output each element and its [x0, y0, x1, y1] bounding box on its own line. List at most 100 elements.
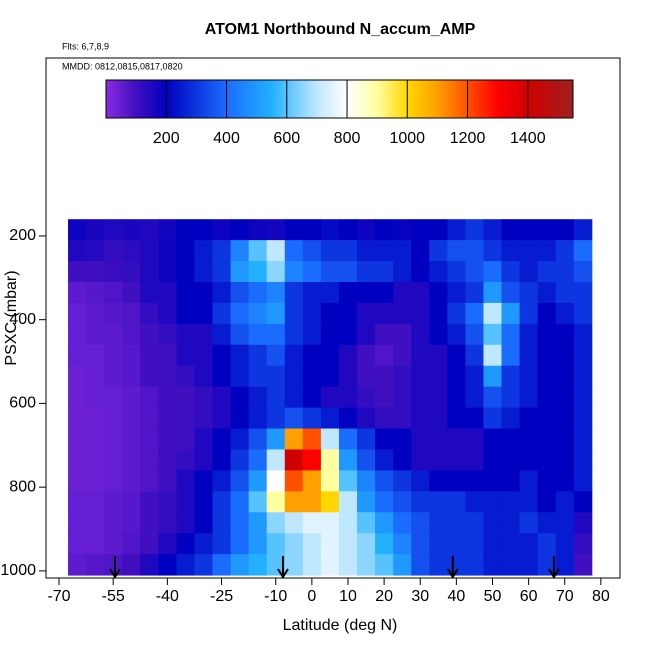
heat-cell: [411, 512, 430, 534]
heat-cell: [176, 533, 195, 555]
heat-cell: [248, 281, 268, 304]
heat-cell: [212, 323, 232, 346]
heat-cell: [176, 554, 195, 576]
heat-cell: [248, 365, 268, 388]
heat-cell: [68, 365, 87, 388]
heat-cell: [483, 554, 503, 576]
heat-cell: [284, 491, 304, 513]
heat-cell: [447, 344, 466, 367]
heat-cell: [501, 323, 521, 346]
heat-cell: [284, 344, 304, 367]
heat-cell: [122, 449, 141, 471]
heat-cell: [411, 344, 430, 367]
heat-cell: [429, 470, 448, 492]
heat-cell: [158, 449, 177, 471]
heat-cell: [393, 240, 412, 262]
heat-cell: [158, 428, 177, 450]
heat-cell: [284, 533, 304, 555]
heat-cell: [122, 261, 141, 283]
heat-cell: [429, 261, 448, 283]
heat-cell: [284, 428, 304, 450]
heat-cell: [248, 261, 268, 283]
x-tick-label: -55: [102, 588, 125, 605]
heat-cell: [212, 470, 232, 492]
heat-cell: [122, 554, 141, 576]
heat-cell: [411, 449, 430, 471]
heat-cell: [429, 449, 448, 471]
heat-cell: [573, 407, 593, 430]
heat-cell: [393, 554, 412, 576]
heat-cell: [555, 240, 575, 262]
heat-cell: [68, 281, 87, 304]
heat-cell: [465, 512, 484, 534]
heat-cell: [555, 344, 575, 367]
heat-cell: [320, 240, 340, 262]
heat-cell: [266, 240, 286, 262]
heat-cell: [176, 386, 195, 409]
heat-cell: [68, 533, 87, 555]
heat-cell: [230, 533, 250, 555]
heat-cell: [519, 449, 539, 471]
heat-cell: [266, 407, 286, 430]
heat-cell: [248, 344, 268, 367]
heat-cell: [411, 533, 430, 555]
heat-cell: [573, 261, 593, 283]
heat-cell: [158, 302, 177, 325]
heat-cell: [357, 240, 376, 262]
heat-cell: [501, 449, 521, 471]
heat-cell: [104, 491, 123, 513]
heat-cell: [194, 323, 214, 346]
heat-cell: [429, 428, 448, 450]
colorbar-tick-label: 1200: [450, 130, 486, 147]
heat-cell: [393, 449, 412, 471]
heat-cell: [212, 302, 232, 325]
annotation: MMDD: 0812,0815,0817,0820: [62, 61, 183, 71]
heat-cell: [212, 449, 232, 471]
heat-cell: [483, 449, 503, 471]
heat-cell: [266, 554, 286, 576]
heat-cell: [86, 428, 105, 450]
heat-cell: [86, 407, 105, 430]
heat-cell: [320, 219, 340, 241]
heat-cell: [357, 386, 376, 409]
heat-cell: [176, 449, 195, 471]
heat-cell: [248, 554, 268, 576]
heat-cell: [483, 365, 503, 388]
heat-cell: [140, 449, 159, 471]
heat-cell: [230, 386, 250, 409]
heat-cell: [465, 240, 484, 262]
heat-cell: [375, 554, 394, 576]
heat-cell: [537, 428, 557, 450]
heat-cell: [465, 344, 484, 367]
heat-cell: [338, 491, 358, 513]
heat-cell: [176, 302, 195, 325]
heat-cell: [302, 533, 322, 555]
heat-cell: [104, 240, 123, 262]
heat-cell: [447, 219, 466, 241]
y-tick-label: 200: [9, 227, 36, 244]
x-tick-label: 70: [556, 588, 574, 605]
heat-cell: [573, 323, 593, 346]
heat-cell: [501, 533, 521, 555]
heat-cell: [320, 449, 340, 471]
heat-cell: [176, 240, 195, 262]
heat-cell: [465, 491, 484, 513]
heat-cell: [158, 261, 177, 283]
heat-cell: [140, 323, 159, 346]
heat-cell: [465, 533, 484, 555]
heat-cell: [68, 240, 87, 262]
heat-cell: [86, 323, 105, 346]
heat-cell: [501, 407, 521, 430]
heat-cell: [122, 219, 141, 241]
heat-cell: [302, 302, 322, 325]
heat-cell: [122, 240, 141, 262]
heat-cell: [429, 533, 448, 555]
heat-cell: [573, 449, 593, 471]
heat-cell: [266, 344, 286, 367]
heat-cell: [519, 428, 539, 450]
chart-title: ATOM1 Northbound N_accum_AMP: [205, 21, 476, 38]
heat-cell: [465, 428, 484, 450]
heat-cell: [86, 533, 105, 555]
heat-cell: [483, 470, 503, 492]
